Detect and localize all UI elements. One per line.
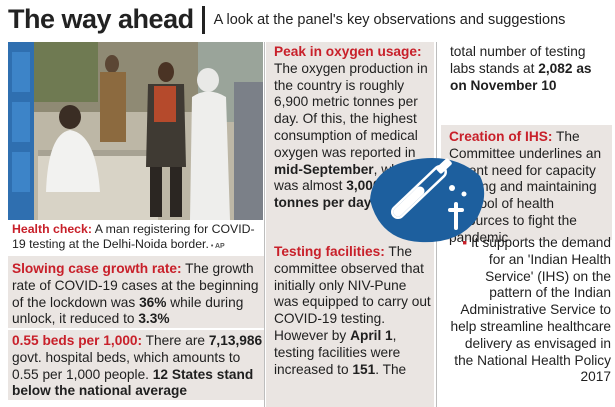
- section-text: It supports the demand for an 'Indian He…: [450, 235, 611, 385]
- test-tube-icon: [364, 150, 490, 246]
- growth-rate-band: [8, 256, 264, 328]
- beds-section: 0.55 beds per 1,000: There are 7,13,986 …: [12, 333, 264, 400]
- highlight-figure: 151: [352, 361, 376, 377]
- section-text: . The: [375, 361, 407, 377]
- section-heading: Creation of IHS:: [449, 129, 553, 144]
- section-text: , testing facilities were increased to: [274, 327, 401, 377]
- beds-band: [8, 330, 264, 400]
- bullet-icon: ▪: [462, 235, 468, 250]
- photo-caption: Health check: A man registering for COVI…: [12, 222, 262, 254]
- column-divider: [264, 42, 265, 407]
- section-heading: 0.55 beds per 1,000:: [12, 333, 143, 348]
- section-text: govt. hospital beds, which amounts to 0.…: [12, 349, 241, 382]
- section-text: total number of testing labs stands at: [450, 44, 586, 76]
- caption-head: Health check:: [12, 222, 92, 236]
- testing-section: Testing facilities: The committee observ…: [274, 244, 432, 378]
- header: The way ahead A look at the panel's key o…: [8, 4, 612, 40]
- section-heading: Peak in oxygen usage:: [274, 44, 422, 59]
- highlight-figure: 7,13,986: [208, 333, 263, 348]
- news-photo: [8, 42, 263, 220]
- page-title: The way ahead: [8, 4, 194, 34]
- photo-credit: • AP: [208, 243, 225, 250]
- highlight-figure: 12 States stand below the national avera…: [12, 366, 254, 399]
- section-text: There are: [142, 333, 209, 348]
- highlight-figure: 36%: [139, 294, 167, 310]
- highlight-figure: 3.3%: [138, 311, 170, 327]
- section-text: The Committee underlines an urgent need …: [449, 129, 602, 245]
- highlight-figure: April 1: [350, 327, 393, 343]
- section-heading: Testing facilities:: [274, 244, 385, 259]
- slowing-growth-section: Slowing case growth rate: The growth rat…: [12, 261, 264, 328]
- page-subtitle: A look at the panel's key observations a…: [213, 11, 566, 28]
- section-text: The committee observed that initially on…: [274, 244, 431, 343]
- highlight-figure: 2,082 as on November 10: [450, 60, 592, 93]
- section-text: The oxygen production in the country is …: [274, 60, 428, 160]
- ihs-section: Creation of IHS: The Committee underline…: [449, 129, 610, 247]
- highlight-figure: mid-September: [274, 161, 374, 177]
- caption-text: A man registering for COVID-19 testing a…: [12, 222, 255, 251]
- section-heading: Slowing case growth rate:: [12, 261, 182, 276]
- ihs-support-section: ▪ It supports the demand for an 'Indian …: [445, 235, 611, 386]
- section-text: The growth rate of COVID-19 cases at the…: [12, 261, 259, 310]
- section-text: while during unlock, it reduced to: [12, 294, 244, 327]
- title-divider: [201, 5, 205, 34]
- labs-section: total number of testing labs stands at 2…: [450, 44, 612, 94]
